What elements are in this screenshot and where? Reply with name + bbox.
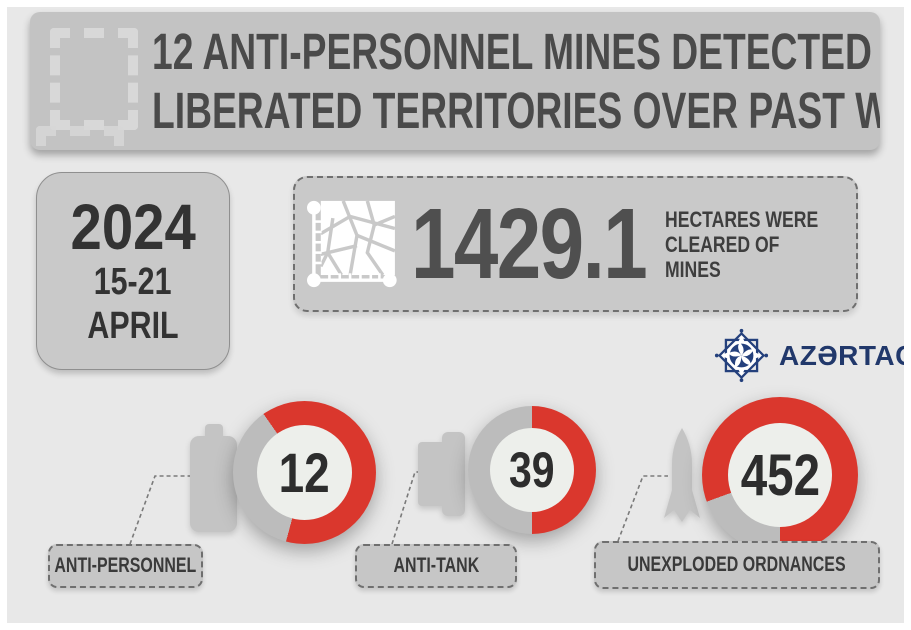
donut-anti-tank-value: 39 — [490, 428, 574, 512]
donut-unexploded-ordnances-value: 452 — [728, 423, 832, 527]
azertac-wordmark: AZƏRTAC — [779, 339, 911, 371]
donut-anti-personnel-value: 12 — [257, 425, 352, 520]
date-box: 2024 15-21 APRIL — [36, 172, 230, 370]
donut-unexploded-ordnances: 452 — [702, 397, 858, 553]
header-banner: 12 ANTI-PERSONNEL MINES DETECTED ON LIBE… — [30, 12, 880, 150]
date-range: 15-21 — [94, 261, 172, 303]
anti-personnel-mine-icon — [190, 424, 237, 532]
unexploded-ordnance-rocket-icon — [664, 428, 700, 522]
dashed-square-icon-partial — [36, 126, 124, 150]
azertac-emblem-icon — [714, 328, 769, 383]
date-year: 2024 — [70, 191, 196, 263]
title-line-1: 12 ANTI-PERSONNEL MINES DETECTED ON — [152, 23, 880, 80]
anti-tank-mine-icon — [418, 432, 465, 516]
azertac-logo: AZƏRTAC — [714, 328, 911, 383]
label-anti-personnel: ANTI-PERSONNEL — [48, 544, 203, 588]
hectares-box: 1429.1 HECTARES WERE CLEARED OF MINES — [293, 176, 858, 312]
hectares-value: 1429.1 — [410, 188, 648, 300]
label-unexploded-ordnances: UNEXPLODED ORDNANCES — [594, 541, 880, 589]
page-title: 12 ANTI-PERSONNEL MINES DETECTED ON LIBE… — [152, 22, 880, 140]
dashed-square-icon — [50, 28, 138, 130]
land-survey-map-icon — [307, 200, 397, 288]
donut-anti-tank: 39 — [468, 406, 596, 534]
donut-anti-personnel: 12 — [233, 401, 376, 544]
date-month: APRIL — [87, 305, 179, 347]
title-line-2: LIBERATED TERRITORIES OVER PAST WEEK — [152, 82, 880, 139]
label-anti-tank: ANTI-TANK — [355, 544, 517, 588]
hectares-caption: HECTARES WERE CLEARED OF MINES — [664, 206, 818, 282]
